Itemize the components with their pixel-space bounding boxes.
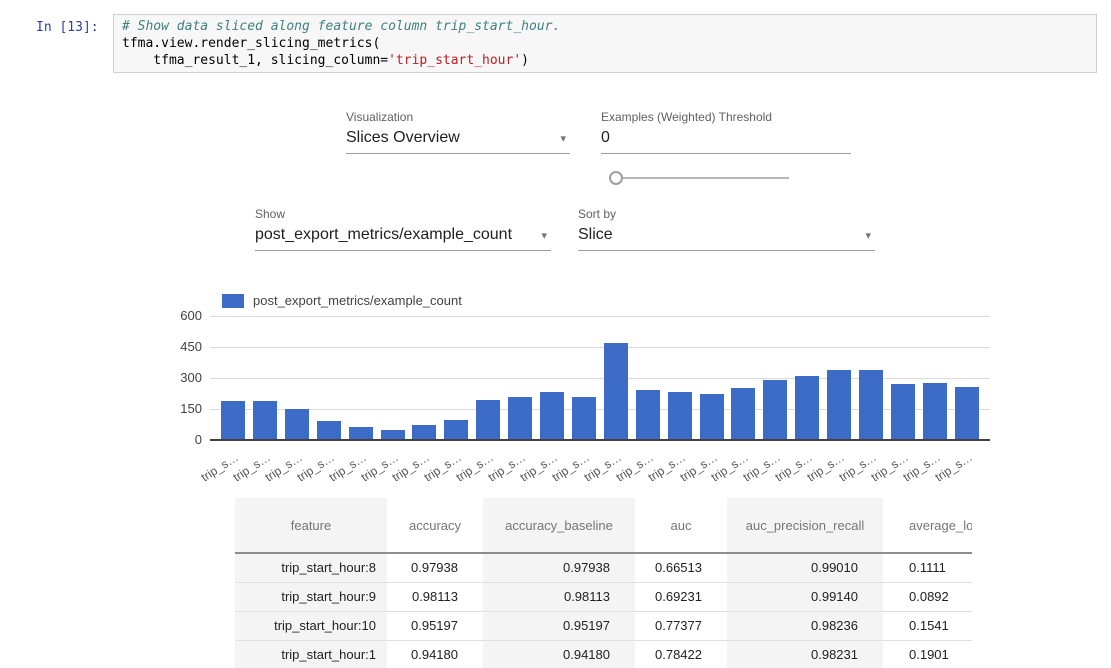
- bar[interactable]: [252, 400, 277, 439]
- feature-cell: trip_start_hour:9: [235, 582, 387, 612]
- column-header: auc_precision_recall: [727, 498, 883, 554]
- y-axis-tick-label: 450: [180, 339, 202, 354]
- code-comment-line: # Show data sliced along feature column …: [122, 19, 561, 34]
- metric-cell: 0.0892: [883, 582, 972, 612]
- threshold-value[interactable]: 0: [601, 129, 610, 146]
- feature-cell: trip_start_hour:1: [235, 640, 387, 668]
- metric-cell: 0.95197: [483, 611, 635, 641]
- column-header: feature: [235, 498, 387, 554]
- sort-by-label: Sort by: [578, 207, 617, 221]
- show-value: post_export_metrics/example_count: [255, 226, 513, 243]
- metrics-table: feature accuracy accuracy_baseline auc auc_p…: [235, 498, 972, 668]
- cell-prompt: In [13]:: [36, 20, 99, 35]
- bar[interactable]: [859, 370, 883, 439]
- metric-cell: 0.98231: [727, 640, 883, 668]
- column-header: average_loss: [883, 498, 972, 554]
- bar[interactable]: [380, 429, 405, 439]
- bar[interactable]: [476, 400, 501, 439]
- column-header: auc: [635, 498, 727, 554]
- metric-cell: 0.78422: [635, 640, 727, 668]
- legend-label: post_export_metrics/example_count: [253, 293, 462, 308]
- threshold-label: Examples (Weighted) Threshold: [601, 110, 772, 124]
- gridline: [210, 378, 990, 379]
- threshold-slider[interactable]: [609, 170, 789, 186]
- slider-track[interactable]: [609, 177, 789, 179]
- sort-by-value: Slice: [578, 226, 613, 243]
- bar[interactable]: [348, 427, 373, 439]
- metric-cell: 0.94180: [483, 640, 635, 668]
- metric-cell: 0.98236: [727, 611, 883, 641]
- bar[interactable]: [316, 421, 341, 439]
- bar[interactable]: [635, 390, 660, 439]
- metric-cell: 0.1111: [883, 553, 972, 583]
- code-line-3: tfma_result_1, slicing_column='trip_star…: [122, 53, 529, 68]
- bar[interactable]: [412, 425, 437, 439]
- table-header: feature accuracy accuracy_baseline auc auc_p…: [235, 498, 972, 554]
- metric-cell: 0.1901: [883, 640, 972, 668]
- dropdown-arrow-icon[interactable]: ▾: [541, 229, 547, 242]
- column-header: accuracy_baseline: [483, 498, 635, 554]
- metric-cell: 0.77377: [635, 611, 727, 641]
- table-row: trip_start_hour:10 0.95197 0.95197 0.77377 0…: [235, 611, 972, 641]
- y-axis-tick-label: 0: [194, 432, 202, 447]
- bar[interactable]: [221, 400, 245, 439]
- table-row: trip_start_hour:8 0.97938 0.97938 0.66513 0.…: [235, 553, 972, 583]
- metric-cell: 0.98113: [387, 582, 483, 612]
- metric-cell: 0.66513: [635, 553, 727, 583]
- metric-cell: 0.97938: [483, 553, 635, 583]
- bar[interactable]: [444, 419, 469, 439]
- y-axis-tick-label: 150: [180, 401, 202, 416]
- gridline: [210, 316, 990, 317]
- metric-cell: 0.98113: [483, 582, 635, 612]
- visualization-dropdown[interactable]: Visualization Slices Overview ▾: [346, 110, 570, 154]
- code-input-area[interactable]: # Show data sliced along feature column …: [113, 14, 1097, 73]
- metric-cell: 0.1541: [883, 611, 972, 641]
- bar[interactable]: [922, 383, 947, 439]
- legend-swatch-icon: [222, 293, 244, 308]
- gridline: [210, 347, 990, 348]
- metric-cell: 0.94180: [387, 640, 483, 668]
- metric-cell: 0.97938: [387, 553, 483, 583]
- visualization-value: Slices Overview: [346, 129, 460, 146]
- bar[interactable]: [763, 380, 788, 439]
- y-axis-tick-label: 600: [180, 308, 202, 323]
- feature-cell: trip_start_hour:10: [235, 611, 387, 641]
- gridline: [210, 409, 990, 410]
- x-axis-line: [210, 439, 990, 441]
- bar[interactable]: [508, 396, 533, 439]
- bar[interactable]: [667, 391, 692, 439]
- table-row: trip_start_hour:9 0.98113 0.98113 0.69231 0.…: [235, 582, 972, 612]
- bar-chart-plot: 0 150 300 450 600 trip_s… trip_s… trip_s… trip_s…: [180, 308, 990, 484]
- bar[interactable]: [603, 342, 628, 439]
- threshold-input[interactable]: Examples (Weighted) Threshold 0: [601, 110, 851, 154]
- bar[interactable]: [890, 384, 915, 439]
- bar[interactable]: [795, 376, 820, 439]
- sort-by-dropdown[interactable]: Sort by Slice ▾: [578, 207, 875, 251]
- column-header: accuracy: [387, 498, 483, 554]
- code-line-2: tfma.view.render_slicing_metrics(: [122, 36, 381, 51]
- bar[interactable]: [284, 408, 309, 439]
- show-metric-dropdown[interactable]: Show post_export_metrics/example_count ▾: [255, 207, 551, 251]
- y-axis-tick-label: 300: [180, 370, 202, 385]
- bar[interactable]: [699, 393, 724, 439]
- dropdown-arrow-icon[interactable]: ▾: [865, 229, 871, 242]
- dropdown-arrow-icon[interactable]: ▾: [560, 132, 566, 145]
- feature-cell: trip_start_hour:8: [235, 553, 387, 583]
- bar[interactable]: [954, 387, 979, 439]
- bar[interactable]: [827, 370, 852, 439]
- visualization-label: Visualization: [346, 110, 414, 124]
- chart-legend: post_export_metrics/example_count: [222, 293, 462, 308]
- bar[interactable]: [571, 396, 596, 439]
- metric-cell: 0.95197: [387, 611, 483, 641]
- table-row: trip_start_hour:1 0.94180 0.94180 0.78422 0.…: [235, 640, 972, 668]
- metric-cell: 0.99140: [727, 582, 883, 612]
- metric-cell: 0.69231: [635, 582, 727, 612]
- slider-handle[interactable]: [609, 171, 623, 185]
- bar[interactable]: [731, 388, 756, 439]
- metric-cell: 0.99010: [727, 553, 883, 583]
- show-label: Show: [255, 207, 286, 221]
- bar[interactable]: [540, 392, 564, 439]
